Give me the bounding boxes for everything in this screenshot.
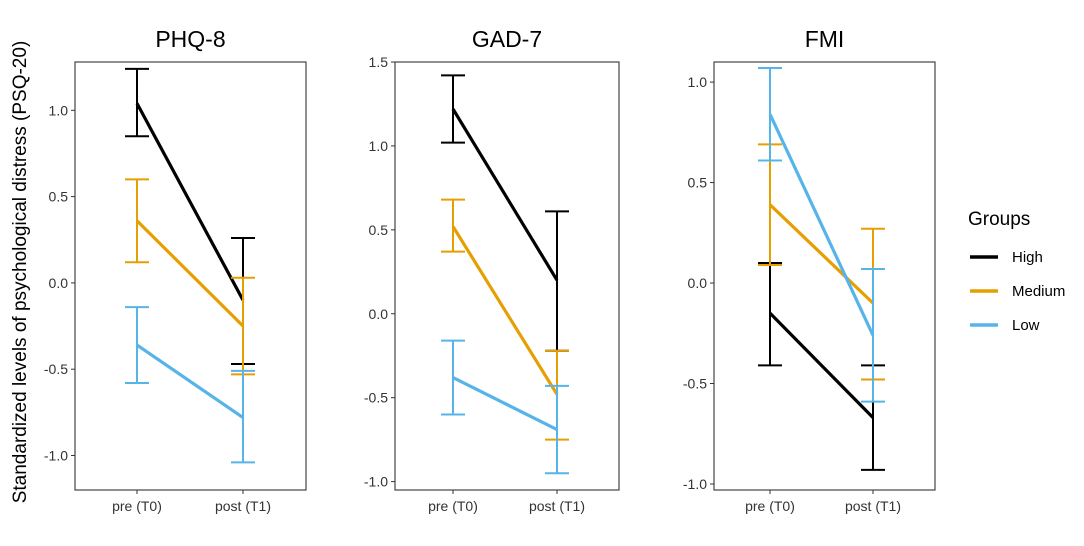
- panel-border: [74, 61, 307, 491]
- y-tick-label: -1.0: [44, 447, 68, 463]
- panel-border: [394, 61, 620, 491]
- series-medium: [125, 178, 255, 376]
- series-high: [441, 74, 569, 352]
- legend-items: High Medium Low: [970, 249, 1065, 334]
- error-bar: [545, 210, 569, 352]
- series-line: [135, 219, 245, 328]
- series-line: [452, 376, 558, 432]
- legend-title: Groups: [968, 209, 1030, 230]
- series-line: [136, 343, 244, 419]
- y-tick-label: 0.5: [49, 189, 69, 205]
- panel-fmi: FMI 1.0 0.5 0.0 -0.5 -1.0 pre (T0) post (T1): [683, 26, 936, 514]
- y-tick-label: 0.5: [369, 222, 389, 238]
- y-tick-label: -1.0: [364, 474, 388, 490]
- legend-item-medium: Medium: [970, 283, 1065, 300]
- series-high: [758, 261, 885, 471]
- y-tick-label: 1.5: [369, 54, 389, 70]
- legend-label: High: [1012, 249, 1043, 266]
- x-tick-label: post (T1): [529, 498, 585, 514]
- y-tick-label: 0.5: [688, 175, 708, 191]
- x-tick-label: pre (T0): [428, 498, 478, 514]
- y-tick-label: 0.0: [369, 306, 389, 322]
- series-line: [768, 113, 875, 336]
- y-tick-label: 0.0: [688, 275, 708, 291]
- y-tick-label: 1.0: [688, 74, 708, 90]
- panel-title: PHQ-8: [155, 26, 225, 52]
- series-medium: [758, 143, 885, 381]
- panel-gad-7: GAD-7 1.5 1.0 0.5 0.0 -0.5 -1.0 pre (T0) post (T…: [364, 26, 620, 514]
- panel-border: [713, 61, 936, 491]
- series-line: [451, 108, 559, 282]
- panel-phq-8: PHQ-8 1.0 0.5 0.0 -0.5 -1.0 pre (T0) post (T1): [44, 26, 307, 514]
- y-tick-label: -1.0: [683, 476, 707, 492]
- y-tick-label: -0.5: [364, 390, 388, 406]
- error-bar: [441, 198, 465, 253]
- series-line: [135, 102, 245, 301]
- y-tick-label: -0.5: [44, 361, 68, 377]
- x-tick-label: pre (T0): [745, 498, 795, 514]
- y-tick-label: 1.0: [369, 138, 389, 154]
- legend-item-high: High: [970, 249, 1043, 266]
- y-tick-label: -0.5: [683, 376, 707, 392]
- series-line: [768, 203, 875, 305]
- legend-label: Low: [1012, 317, 1040, 334]
- legend-label: Medium: [1012, 283, 1065, 300]
- series-low: [758, 67, 885, 403]
- x-tick-label: pre (T0): [112, 498, 162, 514]
- panel-title: GAD-7: [472, 26, 542, 52]
- error-bar: [125, 67, 149, 138]
- legend-item-low: Low: [970, 317, 1040, 334]
- y-axis-title: Standardized levels of psychological dis…: [10, 41, 31, 504]
- x-tick-label: post (T1): [845, 498, 901, 514]
- series-line: [768, 312, 875, 419]
- series-low: [125, 306, 255, 464]
- panel-title: FMI: [805, 26, 845, 52]
- x-tick-label: post (T1): [215, 498, 271, 514]
- y-tick-label: 0.0: [49, 275, 69, 291]
- legend: Groups High Medium Low: [968, 209, 1065, 334]
- y-tick-label: 1.0: [49, 102, 69, 118]
- series-line: [451, 225, 559, 396]
- series-low: [441, 339, 569, 475]
